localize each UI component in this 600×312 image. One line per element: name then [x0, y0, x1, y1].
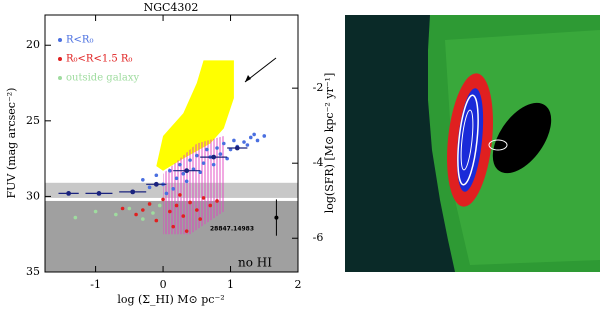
- y2-tick-label: -4: [313, 156, 324, 169]
- binned-point: [211, 154, 217, 160]
- point: [178, 162, 182, 167]
- point: [195, 208, 199, 212]
- point: [154, 218, 159, 223]
- x-axis-label: log (Σ_HI) M⊙ pc⁻²: [117, 293, 224, 306]
- point: [248, 135, 253, 140]
- point: [218, 152, 223, 156]
- point: [184, 229, 189, 233]
- point: [120, 206, 125, 211]
- point: [205, 147, 209, 152]
- binned-point: [66, 190, 72, 196]
- point: [221, 141, 226, 146]
- region: [163, 135, 224, 235]
- point: [242, 140, 246, 144]
- point: [164, 191, 169, 196]
- point: [215, 199, 219, 203]
- binned-point: [153, 181, 159, 187]
- point: [147, 185, 152, 190]
- chart-title: NGC4302: [144, 1, 199, 14]
- point: [228, 147, 233, 152]
- point: [208, 203, 213, 208]
- binned-point: [96, 190, 102, 196]
- plot-frame: [44, 14, 299, 273]
- x-tick-label: 1: [227, 278, 234, 291]
- annotation: no HI: [238, 256, 272, 270]
- point: [141, 208, 145, 212]
- x-tick-label: -1: [90, 278, 101, 291]
- point: [178, 193, 182, 197]
- point: [154, 173, 159, 178]
- point: [232, 138, 236, 143]
- region: [156, 60, 234, 171]
- point: [188, 158, 192, 162]
- y-tick-label: 35: [26, 265, 40, 278]
- point: [151, 211, 155, 215]
- point: [141, 217, 145, 221]
- y-tick-label: 25: [26, 114, 40, 127]
- galaxy-image: [345, 15, 600, 272]
- point: [201, 196, 206, 200]
- point: [215, 146, 219, 150]
- legend-marker: [58, 76, 62, 80]
- binned-point: [234, 145, 240, 151]
- point: [174, 203, 179, 208]
- point: [93, 209, 98, 214]
- legend-marker: [58, 38, 62, 42]
- point: [195, 153, 199, 158]
- binned-point: [130, 189, 136, 195]
- point: [252, 132, 256, 137]
- point: [134, 212, 138, 217]
- point: [174, 176, 179, 181]
- annotation: 28847.14983: [210, 226, 254, 233]
- point: [245, 143, 250, 147]
- x-tick-label: 2: [295, 278, 302, 291]
- x-tick-label: 0: [160, 278, 167, 291]
- binned-point: [184, 168, 190, 174]
- point: [171, 187, 175, 191]
- y-axis-label: FUV (mag arcsec⁻²): [5, 88, 18, 199]
- point: [157, 203, 162, 208]
- point: [201, 161, 206, 165]
- point: [168, 209, 172, 214]
- point: [184, 179, 189, 184]
- point: [147, 202, 152, 206]
- point: [168, 168, 172, 173]
- point: [171, 224, 175, 229]
- point: [161, 197, 165, 202]
- point: [188, 200, 192, 205]
- point: [181, 214, 186, 218]
- point: [262, 134, 267, 138]
- y2-tick-label: -6: [313, 231, 324, 244]
- point: [198, 217, 202, 221]
- point: [225, 156, 229, 161]
- point: [114, 212, 118, 217]
- plot-area: no HI 28847.14983 -1 0 1 2 20 25 30 35 -2 -4 -6 R<R₀ R…: [26, 14, 324, 291]
- point: [141, 177, 145, 182]
- point: [127, 206, 132, 211]
- y2-axis-label: log(SFR) [M⊙ kpc⁻² yr⁻¹]: [323, 73, 336, 214]
- point: [73, 215, 78, 220]
- arrow-head: [245, 75, 251, 82]
- point: [191, 167, 196, 171]
- typical-error-point: [274, 215, 279, 220]
- point: [198, 170, 202, 175]
- point: [181, 171, 186, 176]
- point: [255, 138, 260, 143]
- legend-marker: [58, 57, 62, 61]
- legend-label: R<R₀: [66, 35, 93, 46]
- legend-label: outside galaxy: [66, 73, 139, 84]
- legend-label: R₀<R<1.5 R₀: [66, 54, 132, 65]
- point: [211, 162, 216, 167]
- y2-tick-label: -2: [313, 81, 324, 94]
- y-tick-label: 30: [26, 189, 40, 202]
- y-tick-label: 20: [26, 38, 40, 51]
